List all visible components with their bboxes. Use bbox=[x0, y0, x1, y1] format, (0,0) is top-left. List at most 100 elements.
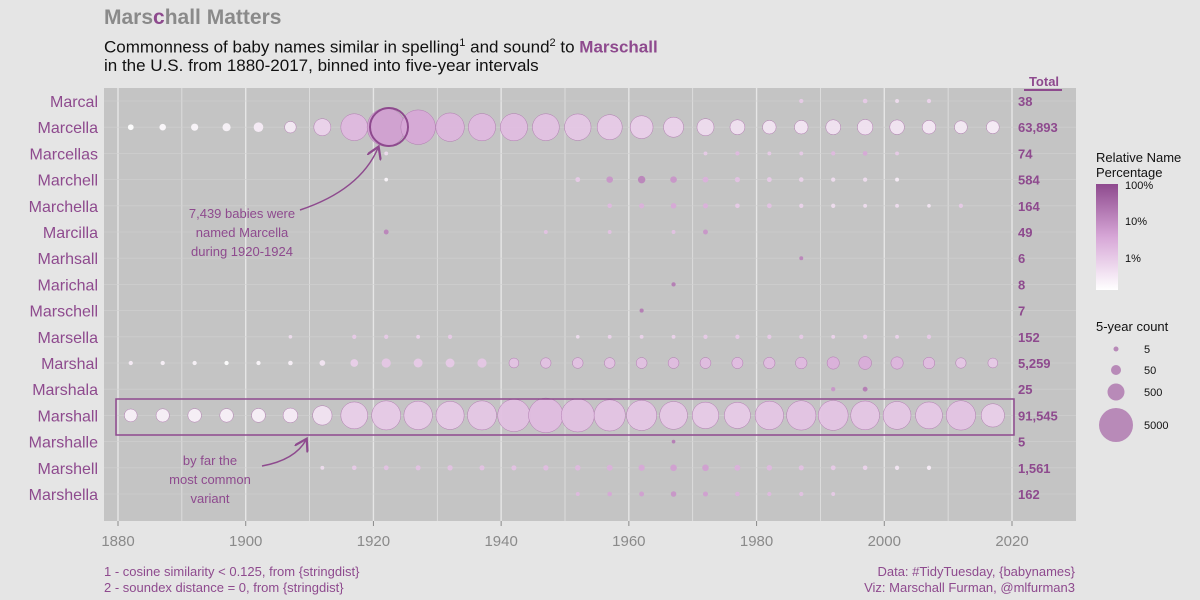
bubble bbox=[381, 358, 391, 368]
totals-column: Total 38 63,893 74 584 164 49 6 8 7 152 5,259 25 91,… bbox=[1018, 74, 1062, 502]
bubble bbox=[384, 334, 389, 339]
chart-title: Marschall Matters bbox=[104, 6, 282, 29]
row-total: 74 bbox=[1018, 146, 1033, 161]
bubble bbox=[862, 334, 868, 339]
bubble bbox=[858, 356, 872, 370]
marcella-arrow bbox=[299, 148, 378, 211]
bubble bbox=[288, 360, 293, 366]
gridlines bbox=[104, 88, 1076, 521]
bubble bbox=[667, 357, 680, 369]
size-legend-title: 5-year count bbox=[1096, 319, 1169, 334]
bubble bbox=[543, 465, 549, 471]
row-total: 38 bbox=[1018, 94, 1032, 109]
bubble bbox=[691, 401, 720, 429]
bubble bbox=[384, 177, 389, 182]
bubble bbox=[626, 400, 657, 431]
bubble bbox=[435, 112, 465, 142]
size-key-5 bbox=[1113, 346, 1119, 352]
size-tick-5: 5 bbox=[1144, 344, 1150, 356]
bubble bbox=[477, 358, 487, 368]
bubble bbox=[403, 400, 433, 430]
marcella-note-line-3: during 1920-1924 bbox=[191, 244, 293, 259]
bubble bbox=[958, 203, 964, 208]
row-label: Marshal bbox=[41, 356, 98, 373]
plot-panel bbox=[104, 88, 1076, 521]
bubble bbox=[799, 98, 804, 104]
bubble bbox=[794, 120, 809, 135]
row-total: 164 bbox=[1018, 199, 1040, 214]
row-total: 584 bbox=[1018, 173, 1040, 188]
row-label: Marcal bbox=[50, 94, 98, 111]
bubble bbox=[702, 203, 709, 209]
bubble bbox=[766, 203, 772, 209]
bubble bbox=[831, 492, 836, 496]
bubble bbox=[670, 464, 677, 472]
row-label: Marshell bbox=[38, 461, 98, 478]
author-credit: Viz: Marschall Furman, @mlfurman3 bbox=[864, 580, 1075, 595]
bubble bbox=[256, 360, 261, 366]
bubble bbox=[895, 99, 900, 103]
bubble bbox=[890, 356, 904, 370]
bubble bbox=[895, 203, 900, 208]
bubble bbox=[159, 123, 166, 131]
subtitle-line-2: in the U.S. from 1880-2017, binned into … bbox=[104, 55, 539, 75]
bubble bbox=[894, 465, 900, 470]
row-total: 6 bbox=[1018, 251, 1025, 266]
row-label: Marcella bbox=[38, 120, 99, 137]
bubble bbox=[767, 491, 772, 497]
bubble bbox=[635, 357, 648, 369]
bubble bbox=[862, 98, 868, 104]
bubble bbox=[127, 124, 134, 131]
bubble bbox=[735, 203, 740, 209]
bubble bbox=[831, 387, 836, 392]
size-key-5000 bbox=[1099, 408, 1133, 442]
bubble bbox=[639, 203, 645, 209]
bubble bbox=[767, 334, 772, 339]
marcella-highlight-circle bbox=[369, 107, 409, 147]
bubble bbox=[416, 334, 421, 339]
bubble bbox=[734, 176, 741, 183]
bubble bbox=[882, 401, 912, 430]
x-tick-label: 2000 bbox=[868, 533, 901, 550]
bubble bbox=[340, 401, 368, 430]
marcella-annotation: 7,439 babies were named Marcella during … bbox=[189, 148, 378, 259]
bubble bbox=[825, 119, 841, 135]
marcella-note-line-2: named Marcella bbox=[196, 225, 289, 240]
bubble bbox=[639, 491, 645, 497]
bubble bbox=[663, 116, 684, 138]
bubble bbox=[604, 357, 616, 369]
bubble bbox=[400, 109, 436, 145]
bubble bbox=[696, 118, 715, 136]
bubble bbox=[826, 356, 840, 370]
bubble bbox=[637, 175, 646, 184]
color-tick-100: 100% bbox=[1125, 180, 1153, 192]
bubble bbox=[766, 465, 773, 471]
row-label: Marchell bbox=[38, 173, 98, 190]
bubble bbox=[629, 115, 654, 139]
bubble bbox=[762, 120, 777, 135]
bubble bbox=[479, 465, 485, 471]
bubble bbox=[799, 491, 804, 497]
row-label: Marsella bbox=[38, 330, 99, 347]
row-total: 25 bbox=[1018, 382, 1032, 397]
row-total: 8 bbox=[1018, 277, 1025, 292]
row-labels: Marcal Marcella Marcellas Marchell Marchella… bbox=[29, 94, 98, 504]
bubble bbox=[986, 120, 1000, 134]
bubble bbox=[767, 151, 772, 156]
bubble bbox=[895, 177, 900, 182]
bubble bbox=[607, 491, 612, 497]
bubble bbox=[639, 334, 644, 339]
bubble bbox=[192, 360, 197, 366]
bubble bbox=[735, 491, 740, 497]
bubble bbox=[128, 360, 133, 366]
bubble bbox=[350, 359, 359, 367]
bubble bbox=[926, 334, 932, 339]
size-tick-5000: 5000 bbox=[1144, 420, 1168, 432]
x-axis: 1880 1900 1920 1940 1960 1980 2000 2020 bbox=[101, 521, 1029, 550]
bubble bbox=[699, 357, 712, 369]
bubble bbox=[222, 123, 231, 132]
bubble bbox=[320, 465, 325, 470]
size-tick-500: 500 bbox=[1144, 387, 1162, 399]
bubble bbox=[288, 334, 293, 339]
bubble bbox=[702, 491, 709, 497]
